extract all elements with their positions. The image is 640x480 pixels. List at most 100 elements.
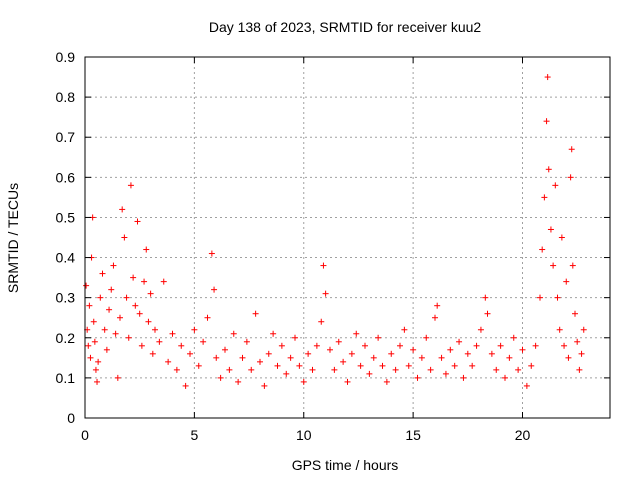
data-point: [85, 342, 92, 349]
data-point: [550, 262, 557, 269]
data-point: [456, 338, 463, 345]
data-point: [309, 366, 316, 373]
data-point: [103, 346, 110, 353]
data-point: [217, 374, 224, 381]
data-point: [200, 338, 207, 345]
data-point: [473, 342, 480, 349]
data-point: [543, 118, 550, 125]
data-point: [204, 314, 211, 321]
data-point: [106, 306, 113, 313]
data-point: [383, 378, 390, 385]
y-tick-label: 0.2: [56, 330, 76, 346]
data-point: [243, 338, 250, 345]
chart-title: Day 138 of 2023, SRMTID for receiver kuu…: [209, 19, 482, 35]
data-point: [257, 358, 263, 365]
data-point: [145, 318, 152, 325]
data-point: [556, 326, 563, 333]
y-tick-label: 0.7: [56, 129, 76, 145]
data-point: [379, 362, 386, 369]
data-point: [578, 350, 585, 357]
data-point: [414, 374, 421, 381]
data-point: [97, 294, 104, 301]
data-point: [552, 182, 559, 189]
data-point: [519, 346, 526, 353]
data-point: [482, 294, 489, 301]
data-point: [235, 378, 242, 385]
data-point: [187, 350, 193, 357]
data-point: [165, 358, 172, 365]
data-point: [442, 370, 449, 377]
data-point: [138, 342, 145, 349]
data-point: [283, 370, 290, 377]
data-point: [569, 262, 576, 269]
data-point: [239, 354, 246, 361]
data-point: [320, 262, 327, 269]
data-point: [226, 366, 233, 373]
data-point: [313, 342, 320, 349]
data-point: [292, 334, 298, 341]
data-point: [83, 282, 90, 289]
data-point: [438, 354, 445, 361]
data-point: [112, 330, 119, 337]
data-point: [265, 350, 272, 357]
data-point: [141, 278, 148, 285]
data-point: [222, 346, 228, 353]
data-point: [418, 354, 425, 361]
data-point: [447, 346, 454, 353]
data-point: [348, 350, 355, 357]
data-point: [397, 342, 403, 349]
data-point: [576, 366, 583, 373]
data-point: [362, 342, 368, 349]
data-point: [344, 378, 351, 385]
data-point: [208, 250, 215, 257]
data-point: [335, 338, 342, 345]
data-point: [515, 366, 522, 373]
data-point: [125, 334, 132, 341]
data-point: [143, 246, 150, 253]
data-point: [580, 326, 587, 333]
x-tick-label: 5: [190, 427, 198, 443]
data-point: [327, 346, 333, 353]
axis-ticks: 0 0.1 0.2 0.3 0.4 0.5 0.6 0.7 0.8 0.9 0 5 10 15 20: [56, 49, 610, 443]
data-point: [160, 278, 167, 285]
data-point: [169, 330, 176, 337]
data-point: [149, 350, 156, 357]
data-point: [434, 302, 441, 309]
data-point: [114, 374, 121, 381]
y-tick-label: 0.3: [56, 290, 76, 306]
data-point: [322, 290, 329, 297]
data-point: [539, 246, 546, 253]
data-point: [537, 294, 543, 301]
data-point: [117, 314, 123, 321]
data-point: [318, 318, 325, 325]
data-point: [370, 354, 377, 361]
data-point: [296, 362, 303, 369]
data-point: [423, 334, 430, 341]
data-point: [101, 326, 108, 333]
data-point: [248, 366, 255, 373]
data-point: [147, 290, 154, 297]
data-point: [460, 374, 467, 381]
data-point: [427, 366, 434, 373]
data-point: [510, 334, 517, 341]
data-point: [375, 334, 382, 341]
y-tick-label: 0.4: [56, 250, 76, 266]
data-point: [497, 342, 504, 349]
data-point: [388, 350, 395, 357]
y-tick-label: 0.9: [56, 49, 76, 65]
data-point: [91, 338, 98, 345]
data-point: [178, 342, 185, 349]
data-point: [300, 378, 307, 385]
data-point: [484, 310, 491, 317]
data-point: [261, 382, 268, 389]
x-axis-title: GPS time / hours: [292, 457, 399, 473]
data-point: [561, 342, 568, 349]
data-point: [410, 346, 417, 353]
y-tick-label: 0: [67, 410, 75, 426]
data-point: [182, 382, 189, 389]
data-point: [95, 358, 102, 365]
y-axis-title: SRMTID / TECUs: [5, 183, 21, 293]
data-point: [401, 326, 408, 333]
data-point: [331, 366, 338, 373]
data-point: [506, 354, 513, 361]
